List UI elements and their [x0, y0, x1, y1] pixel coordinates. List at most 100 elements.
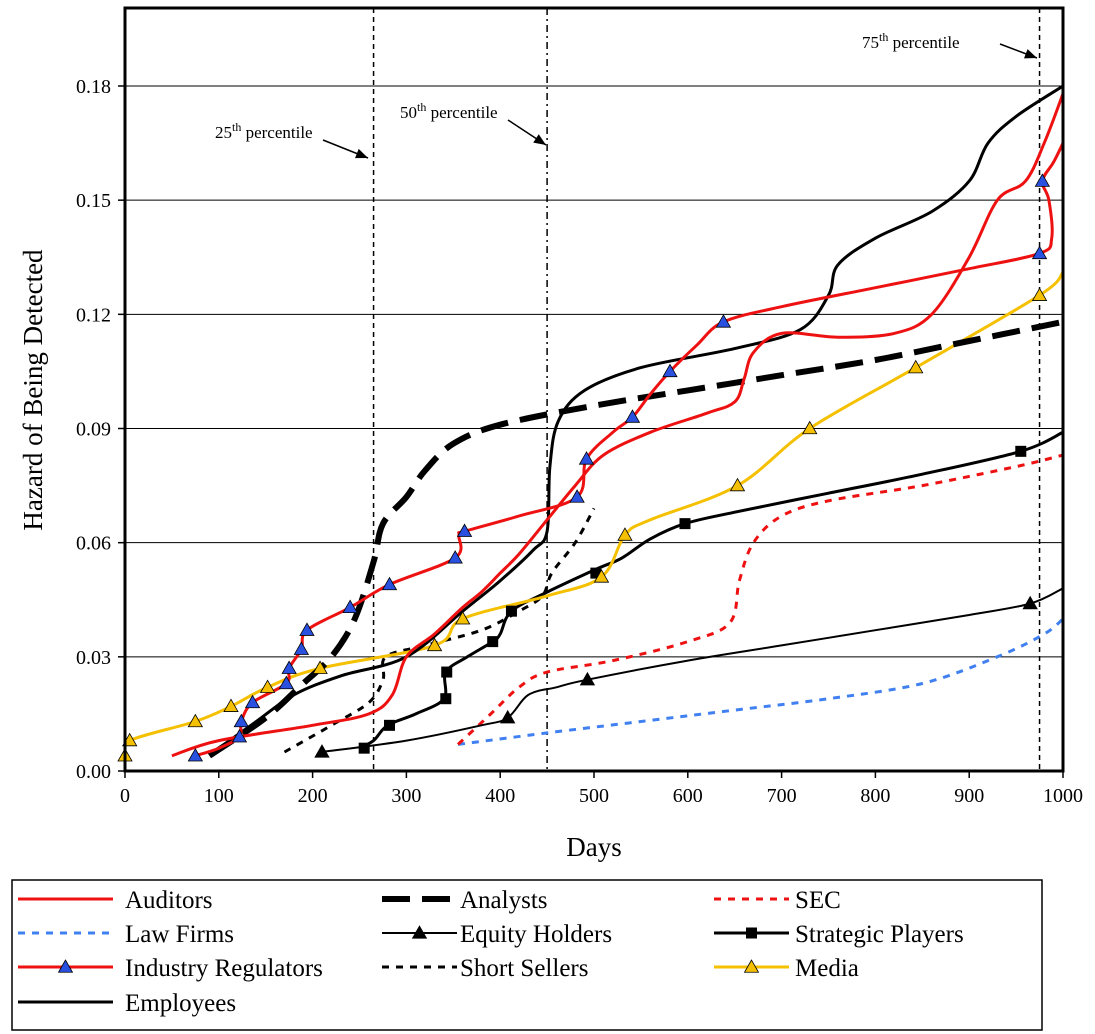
data-point-industry-regulators: [578, 451, 595, 465]
data-point-media: [312, 660, 328, 674]
y-tick-label: 0.15: [76, 190, 111, 212]
legend-label-sec: SEC: [795, 887, 841, 914]
data-point-media: [454, 610, 471, 625]
data-point-industry-regulators: [231, 728, 248, 743]
series-lines: [125, 84, 1065, 759]
data-point-strategic-players: [384, 719, 396, 731]
data-point-media: [617, 527, 633, 541]
series-line-auditors: [171, 93, 1065, 758]
data-point-industry-regulators: [278, 675, 295, 690]
legend-marker-equity-holders: [411, 925, 428, 939]
arrow-head: [355, 148, 368, 159]
data-point-media: [908, 359, 924, 374]
x-axis-title: Days: [566, 832, 622, 862]
data-point-industry-regulators: [342, 599, 358, 614]
data-point-industry-regulators: [1034, 173, 1051, 187]
data-point-strategic-players: [487, 636, 499, 648]
x-tick-label: 0: [120, 785, 130, 807]
y-tick-label: 0.06: [76, 533, 111, 555]
data-point-industry-regulators: [624, 409, 641, 423]
data-point-industry-regulators: [244, 694, 261, 709]
arrow-head: [1024, 49, 1037, 59]
y-tick-label: 0.09: [76, 419, 111, 441]
data-point-media: [1031, 287, 1048, 301]
data-point-media: [802, 420, 818, 435]
data-point-strategic-players: [441, 666, 453, 678]
data-point-media: [187, 713, 204, 728]
series-line-sec: [456, 453, 1064, 746]
data-point-media: [259, 679, 276, 693]
y-tick-label: 0.12: [76, 304, 111, 326]
data-point-equity-holders: [500, 709, 516, 724]
legend-label-strategic-players: Strategic Players: [795, 921, 964, 948]
y-tick-label: 0.00: [76, 761, 111, 783]
data-point-strategic-players: [505, 605, 517, 617]
x-tick-label: 900: [954, 785, 984, 807]
series-line-law-firms: [457, 617, 1064, 746]
data-point-industry-regulators: [381, 576, 398, 591]
data-point-equity-holders: [314, 744, 330, 758]
x-tick-label: 200: [298, 785, 328, 807]
data-point-industry-regulators: [233, 713, 250, 728]
data-point-industry-regulators: [569, 489, 585, 503]
series-line-industry-regulators: [194, 142, 1065, 758]
x-tick-label: 1000: [1043, 785, 1083, 807]
legend-label-law-firms: Law Firms: [125, 921, 234, 948]
data-point-industry-regulators: [293, 641, 310, 655]
series-markers: [117, 173, 1051, 762]
series-line-equity-holders: [321, 587, 1064, 753]
series-line-employees: [217, 84, 1064, 750]
percentile-label: 25th percentile: [215, 120, 313, 142]
legend-label-equity-holders: Equity Holders: [460, 921, 612, 948]
data-point-industry-regulators: [456, 523, 473, 537]
data-point-industry-regulators: [662, 363, 678, 378]
data-point-media: [426, 637, 443, 652]
y-tick-label: 0.18: [76, 76, 111, 98]
data-point-equity-holders: [579, 671, 596, 686]
percentile-label: 50th percentile: [400, 100, 498, 122]
y-axis-title: Hazard of Being Detected: [18, 249, 48, 531]
legend-label-short-sellers: Short Sellers: [460, 955, 588, 982]
x-tick-label: 800: [860, 785, 890, 807]
x-tick-label: 500: [579, 785, 609, 807]
legend-label-employees: Employees: [125, 990, 236, 1017]
data-point-media: [593, 569, 610, 583]
x-tick-label: 400: [485, 785, 515, 807]
data-point-strategic-players: [1015, 445, 1027, 457]
data-point-strategic-players: [358, 742, 370, 754]
series-line-strategic-players: [358, 430, 1064, 750]
x-tick-label: 300: [391, 785, 421, 807]
data-point-media: [729, 477, 746, 492]
x-tick-label: 600: [673, 785, 703, 807]
data-point-industry-regulators: [187, 747, 204, 762]
data-point-strategic-players: [679, 518, 691, 530]
axis-ticks: 0.00 0.03 0.06 0.09 0.12 0.15 0.18 0 100 200 300 40…: [76, 76, 1083, 807]
legend-label-industry-regulators: Industry Regulators: [125, 955, 323, 982]
data-point-strategic-players: [590, 567, 602, 579]
legend-box: [11, 879, 1043, 1031]
legend: Auditors Analysts SEC Law Firms Equity Holde…: [11, 879, 1043, 1031]
data-point-industry-regulators: [1031, 245, 1048, 260]
legend-label-media: Media: [795, 955, 859, 982]
percentile-label: 75th percentile: [862, 30, 960, 52]
legend-label-auditors: Auditors: [125, 887, 213, 914]
x-tick-label: 100: [204, 785, 234, 807]
y-tick-label: 0.03: [76, 647, 111, 669]
percentile-markers: 25th percentile 50th percentile 75th perce…: [215, 8, 1041, 771]
arrow-head: [533, 134, 546, 145]
legend-marker-media: [743, 959, 760, 973]
data-point-industry-regulators: [281, 660, 297, 674]
data-point-media: [223, 698, 239, 712]
data-point-industry-regulators: [715, 314, 732, 328]
legend-label-analysts: Analysts: [460, 887, 548, 914]
grid-lines: [125, 85, 1063, 658]
data-point-equity-holders: [1022, 595, 1038, 610]
legend-marker-industry-regulators: [57, 959, 74, 973]
data-point-industry-regulators: [299, 622, 315, 636]
data-point-strategic-players: [440, 693, 452, 705]
x-tick-label: 700: [767, 785, 797, 807]
series-line-analysts: [207, 318, 1064, 759]
data-point-industry-regulators: [447, 550, 463, 564]
legend-marker-strategic-players: [746, 927, 757, 939]
